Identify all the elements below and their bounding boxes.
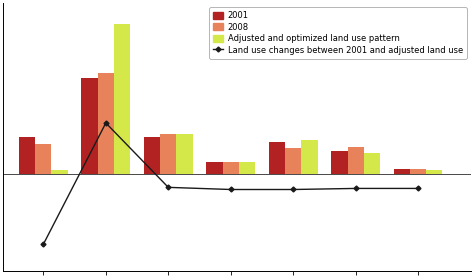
Bar [206, 162, 223, 175]
Bar [364, 153, 380, 175]
Bar [394, 169, 410, 175]
Bar [223, 162, 239, 175]
Bar [52, 170, 68, 175]
Bar [176, 134, 192, 175]
Bar [35, 145, 52, 175]
Bar [269, 142, 285, 175]
Bar [347, 147, 364, 175]
Bar [410, 169, 426, 175]
Bar [98, 73, 114, 175]
Bar [301, 140, 318, 175]
Bar [19, 137, 35, 175]
Bar [160, 134, 176, 175]
Bar [426, 170, 443, 175]
Bar [144, 137, 160, 175]
Bar [331, 151, 347, 175]
Legend: 2001, 2008, Adjusted and optimized land use pattern, Land use changes between 20: 2001, 2008, Adjusted and optimized land … [210, 7, 467, 59]
Bar [285, 148, 301, 175]
Bar [239, 162, 255, 175]
Bar [114, 24, 130, 175]
Bar [82, 78, 98, 175]
